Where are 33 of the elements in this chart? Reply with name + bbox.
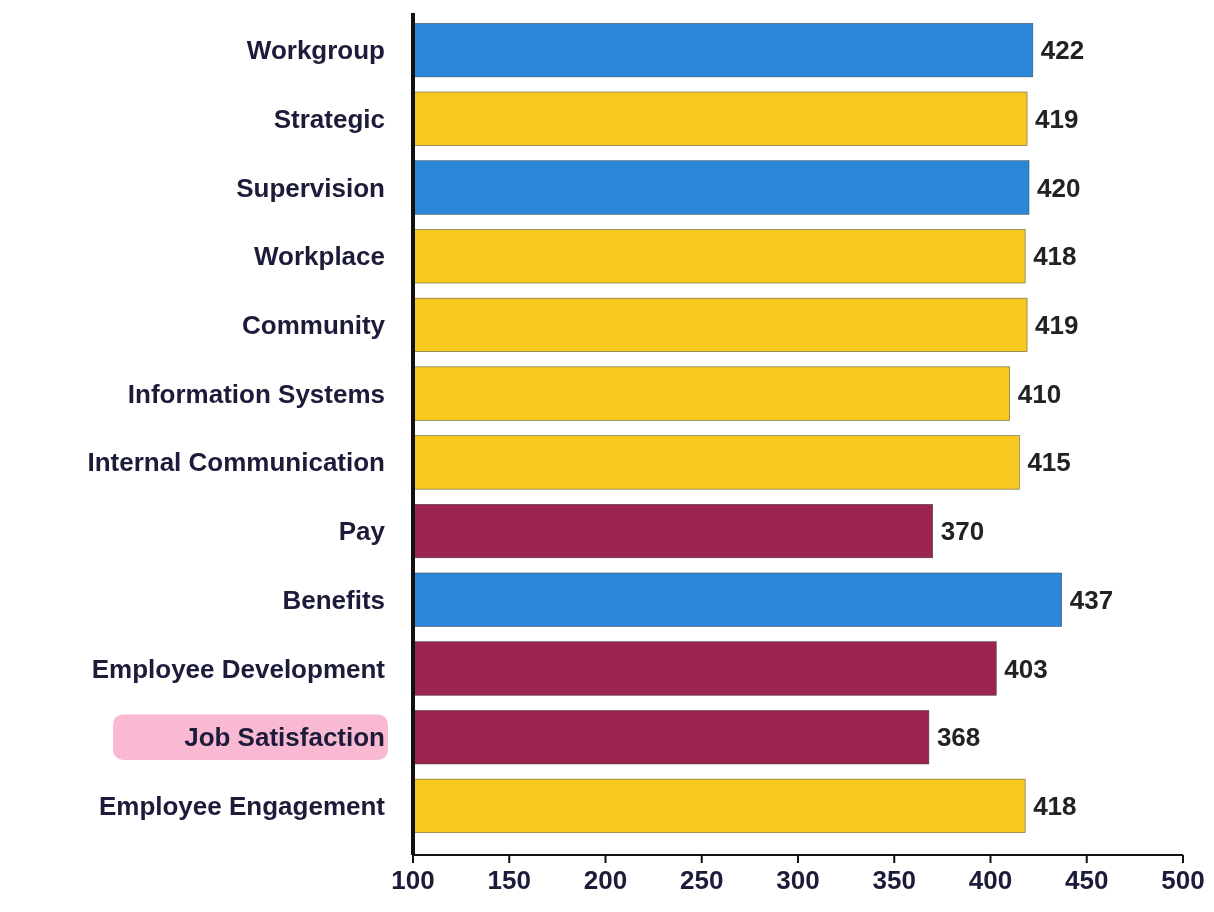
y-tick-label: Workplace <box>253 241 385 272</box>
y-tick-label: Information Systems <box>127 378 385 409</box>
data-label: 415 <box>1027 447 1071 478</box>
x-tick-label: 200 <box>583 865 628 895</box>
data-label: 370 <box>940 516 985 547</box>
data-label: 368 <box>936 722 981 753</box>
data-label: 410 <box>1017 378 1062 409</box>
x-tick-label: 450 <box>1065 865 1109 895</box>
x-tick-label: 400 <box>968 865 1013 895</box>
y-tick-label: Pay <box>338 516 386 547</box>
data-label: 418 <box>1033 241 1077 272</box>
y-tick-label: Workgroup <box>246 35 385 66</box>
data-label: 420 <box>1037 172 1081 203</box>
data-label: 419 <box>1035 310 1079 341</box>
y-tick-label: Employee Engagement <box>98 791 386 821</box>
data-label: 419 <box>1035 103 1079 134</box>
x-tick-label: 100 <box>391 865 435 895</box>
data-label: 418 <box>1033 791 1077 821</box>
data-label: 437 <box>1069 584 1114 615</box>
x-tick-label: 250 <box>680 865 724 895</box>
data-label: 403 <box>1004 653 1048 684</box>
y-tick-label: Employee Development <box>91 653 386 684</box>
data-label: 422 <box>1040 35 1085 66</box>
y-tick-label: Strategic <box>273 103 385 134</box>
y-tick-label: Internal Communication <box>87 447 385 478</box>
x-tick-label: 350 <box>872 865 916 895</box>
x-tick-label: 300 <box>776 865 820 895</box>
x-tick-label: 150 <box>487 865 531 895</box>
x-tick-label: 500 <box>1161 865 1205 895</box>
y-tick-label: Community <box>242 310 386 341</box>
y-tick-label: Job Satisfaction <box>184 722 385 753</box>
y-tick-label: Benefits <box>282 584 385 615</box>
y-tick-label: Supervision <box>236 172 385 203</box>
